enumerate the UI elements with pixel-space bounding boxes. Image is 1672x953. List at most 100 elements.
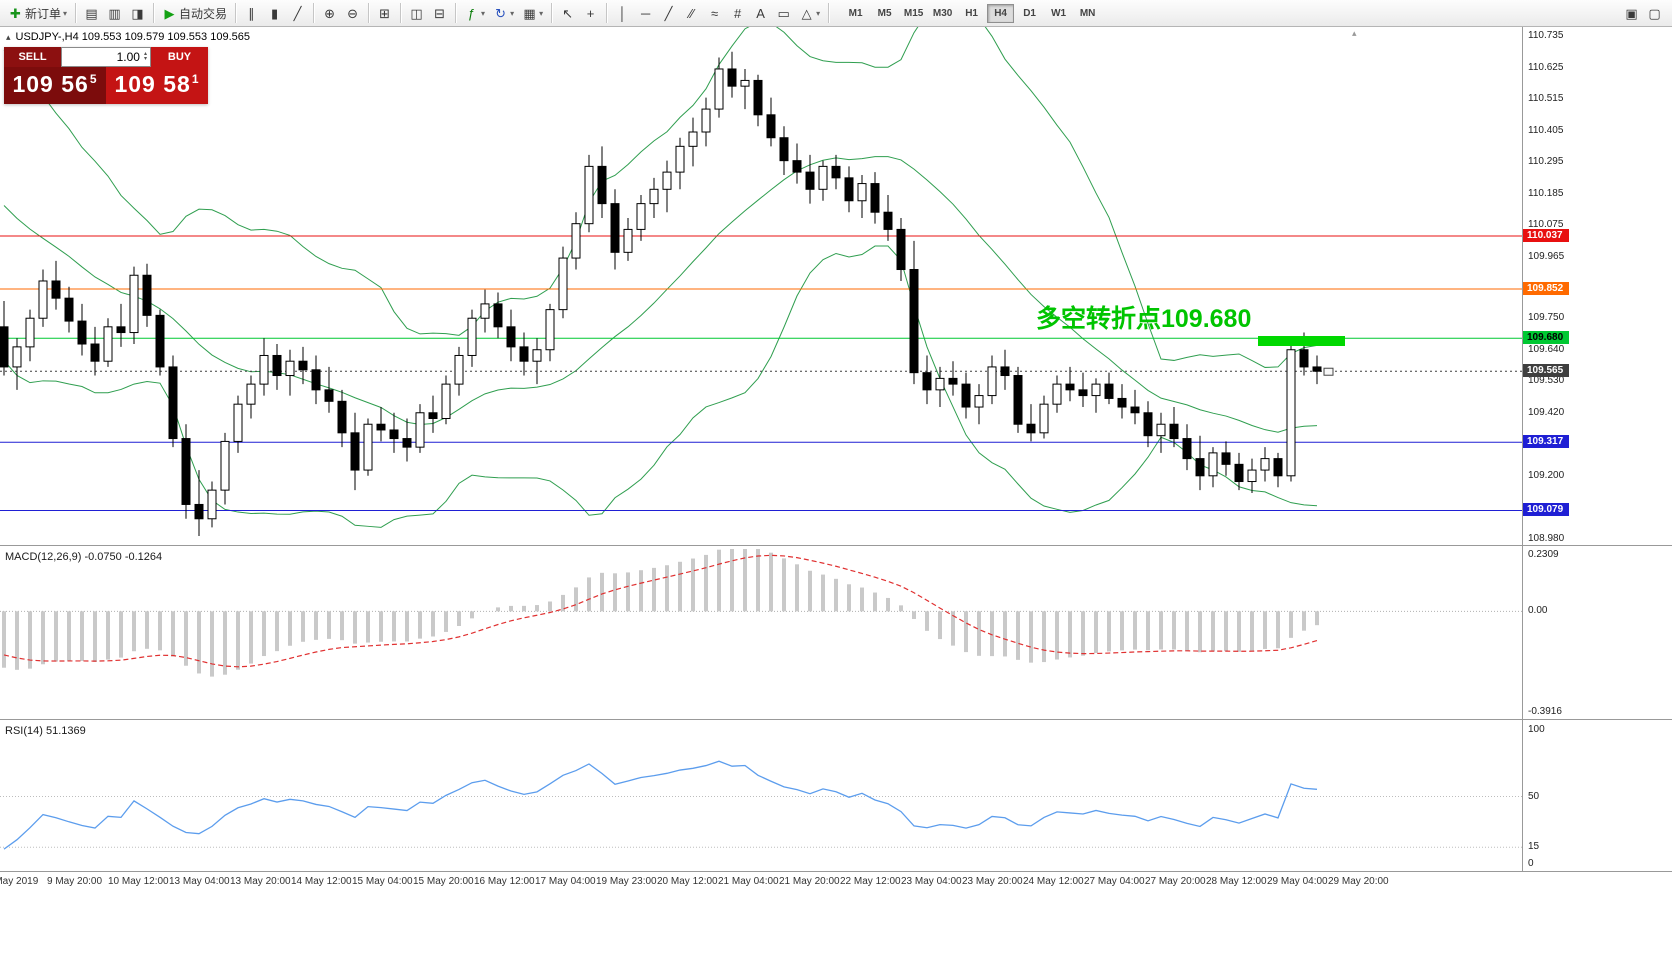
candle-body <box>168 366 178 440</box>
auto-trading-button[interactable]: ▶ 自动交易 <box>158 2 231 24</box>
buy-price-main: 109 58 <box>114 71 191 97</box>
draw-text-button[interactable]: A <box>749 2 772 24</box>
candle-body <box>961 383 971 408</box>
candle-body <box>987 366 997 397</box>
candle-body <box>818 165 828 190</box>
new-order-dropdown-icon[interactable]: ▾ <box>63 8 68 18</box>
draw-fibonacci-button[interactable]: ≈ <box>703 2 726 24</box>
time-axis-label: 10 May 12:00 <box>108 876 169 887</box>
one-click-trading-panel: SELL 1.00 ▴ ▾ BUY 109 56 5 109 58 1 <box>4 47 208 104</box>
tile-windows-button[interactable]: ⊞ <box>373 2 396 24</box>
timeframe-m15-button[interactable]: M15 <box>903 7 924 19</box>
timeframe-m1-button[interactable]: M1 <box>848 7 863 19</box>
draw-trendline-button[interactable]: ╱ <box>657 2 680 24</box>
volume-steppers[interactable]: ▴ ▾ <box>143 51 147 62</box>
candle-body <box>1260 458 1270 471</box>
draw-text-icon: A <box>756 5 765 21</box>
rsi-axis-label: 100 <box>1528 724 1545 735</box>
volume-up-icon[interactable]: ▴ <box>143 51 147 57</box>
cursor-button[interactable]: ↖ <box>556 2 579 24</box>
draw-vline-button[interactable]: │ <box>611 2 634 24</box>
draw-label-button[interactable]: ▭ <box>772 2 795 24</box>
market-watch-button[interactable]: ▤ <box>80 2 103 24</box>
templates-dropdown-icon[interactable]: ▾ <box>539 8 544 18</box>
timeframe-mn-button[interactable]: MN <box>1079 7 1096 19</box>
candle-body <box>779 137 789 162</box>
time-axis-label: 16 May 12:00 <box>474 876 535 887</box>
candle-body <box>1026 423 1036 434</box>
draw-grid-button[interactable]: # <box>726 2 749 24</box>
rsi-axis-label: 0 <box>1528 858 1534 869</box>
one-click-collapse-icon[interactable]: ▴ <box>6 31 11 42</box>
line-chart-button[interactable]: ╱ <box>286 2 309 24</box>
candle-body <box>922 372 932 391</box>
time-axis-label: 29 May 04:00 <box>1267 876 1328 887</box>
candle-body <box>220 440 230 491</box>
time-axis-label: 13 May 20:00 <box>230 876 291 887</box>
candle-body <box>259 354 269 385</box>
candlestick-chart-button[interactable]: ▮ <box>263 2 286 24</box>
indicators-dropdown-icon[interactable]: ▾ <box>481 8 486 18</box>
candle-body <box>0 326 9 368</box>
crosshair-button[interactable]: + <box>579 2 602 24</box>
timeframe-m5-button[interactable]: M5 <box>877 7 892 19</box>
toolbar-separator <box>368 3 370 23</box>
chart-shift-marker[interactable]: ▴ <box>1352 28 1357 38</box>
new-order-button[interactable]: ✚ 新订单 ▾ <box>4 2 71 24</box>
zoom-in-icon: ⊕ <box>324 5 335 21</box>
price-axis[interactable]: 110.735 110.625 110.515 110.405 110.295 110.1… <box>1522 27 1672 872</box>
buy-price-box[interactable]: 109 58 1 <box>106 67 208 104</box>
toolbar-separator <box>455 3 457 23</box>
symbol-ohlc-text: USDJPY-,H4 109.553 109.579 109.553 109.5… <box>15 31 250 43</box>
zoom-out-button[interactable]: ⊖ <box>341 2 364 24</box>
buy-button[interactable]: BUY <box>151 47 208 67</box>
sell-price-box[interactable]: 109 56 5 <box>4 67 106 104</box>
draw-hline-icon: ─ <box>640 5 651 21</box>
timeframe-w1-button[interactable]: W1 <box>1051 7 1067 19</box>
indicators-button[interactable]: ƒ ▾ <box>460 2 489 24</box>
candle-body <box>688 131 698 147</box>
cursor-icon: ↖ <box>562 5 574 21</box>
candle-body <box>597 165 607 205</box>
draw-hline-button[interactable]: ─ <box>634 2 657 24</box>
draw-shapes-button[interactable]: △ ▾ <box>795 2 824 24</box>
bar-chart-icon: ∥ <box>248 5 255 21</box>
time-axis-label: 15 May 04:00 <box>352 876 413 887</box>
candle-body <box>896 228 906 271</box>
candle-body <box>1039 403 1049 434</box>
volume-field[interactable]: 1.00 ▴ ▾ <box>61 47 151 67</box>
candle-body <box>1195 458 1205 477</box>
timeframe-h4-button[interactable]: H4 <box>987 3 1015 23</box>
arrange-horizontal-button[interactable]: ⊟ <box>428 2 451 24</box>
sell-button[interactable]: SELL <box>4 47 61 67</box>
candle-body <box>1117 397 1127 408</box>
data-window-icon: ▥ <box>108 5 121 21</box>
price-level-badge: 109.317 <box>1523 435 1569 449</box>
price-level-badge: 110.037 <box>1523 229 1569 242</box>
arrange-windows-button[interactable]: ▣ <box>1620 2 1643 24</box>
candle-body <box>285 360 295 377</box>
draw-channel-button[interactable]: ∕∕ <box>680 2 703 24</box>
draw-shapes-icon: △ <box>801 5 812 21</box>
timeframe-h1-button[interactable]: H1 <box>965 7 978 19</box>
arrange-vertical-button[interactable]: ◫ <box>405 2 428 24</box>
navigator-button[interactable]: ◨ <box>126 2 149 24</box>
data-window-button[interactable]: ▥ <box>103 2 126 24</box>
timeframe-m30-button[interactable]: M30 <box>932 7 953 19</box>
candle-body <box>610 203 620 253</box>
candle-body <box>194 503 204 520</box>
templates-button[interactable]: ▦ ▾ <box>518 2 547 24</box>
bar-chart-button[interactable]: ∥ <box>240 2 263 24</box>
volume-down-icon[interactable]: ▾ <box>143 56 147 62</box>
timeframe-d1-button[interactable]: D1 <box>1023 7 1036 19</box>
toolbar-separator <box>313 3 315 23</box>
candle-body <box>1065 383 1075 391</box>
periods-button[interactable]: ↻ ▾ <box>489 2 518 24</box>
draw-shapes-dropdown-icon[interactable]: ▾ <box>816 8 821 18</box>
chart-title: ▴ USDJPY-,H4 109.553 109.579 109.553 109… <box>6 31 250 43</box>
zoom-in-button[interactable]: ⊕ <box>318 2 341 24</box>
periods-dropdown-icon[interactable]: ▾ <box>510 8 515 18</box>
window-list-button[interactable]: ▢ <box>1643 2 1666 24</box>
